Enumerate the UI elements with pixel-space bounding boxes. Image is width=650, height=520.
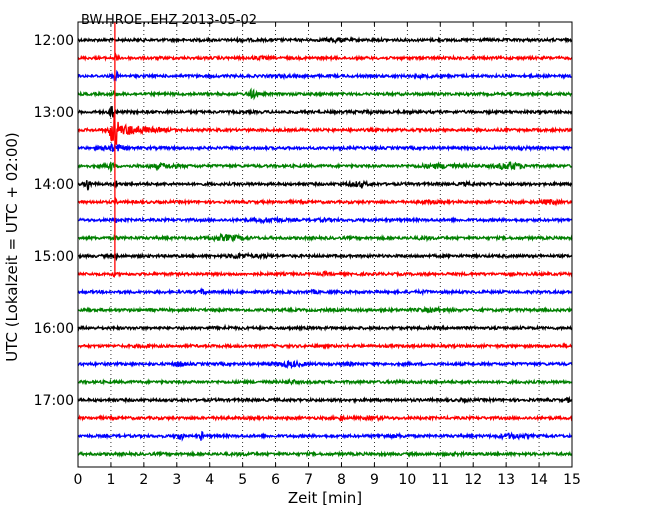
x-tick-label: 8 (337, 472, 346, 488)
trace-line-1200 (77, 35, 573, 45)
trace-line-1500 (77, 251, 573, 262)
x-tick-label: 7 (304, 472, 313, 488)
trace-line-1515 (77, 270, 573, 279)
y-tick-label: 12:00 (34, 33, 74, 49)
y-tick-label: 16:00 (34, 321, 74, 337)
trace-line-1545 (77, 305, 573, 315)
x-tick-label: 15 (563, 472, 581, 488)
x-tick-label: 0 (74, 472, 83, 488)
trace-line-1400 (77, 179, 573, 191)
trace-line-1600 (77, 323, 573, 332)
trace-line-1330 (77, 142, 573, 153)
trace-line-1615 (77, 342, 573, 350)
trace-line-1715 (77, 414, 573, 423)
trace-line-1245 (77, 87, 573, 101)
chart-title: BW.HROE..EHZ 2013-05-02 (81, 13, 257, 28)
x-tick-label: 2 (139, 472, 148, 488)
trace-line-1445 (77, 232, 573, 243)
y-axis-label: UTC (Lokalzeit = UTC + 02:00) (3, 132, 21, 362)
x-tick-label: 14 (530, 472, 548, 488)
x-axis-label: Zeit [min] (288, 489, 362, 507)
trace-line-1630 (77, 359, 573, 370)
x-tick-label: 11 (431, 472, 449, 488)
seismic-traces (77, 22, 573, 459)
trace-line-1430 (77, 215, 573, 225)
trace-line-1530 (77, 287, 573, 297)
trace-line-1415 (77, 196, 573, 207)
trace-line-1300 (77, 105, 573, 119)
plot-area (78, 22, 572, 467)
x-tick-label: 9 (370, 472, 379, 488)
x-tick-label: 1 (106, 472, 115, 488)
x-tick-label: 10 (398, 472, 416, 488)
x-tick-label: 5 (238, 472, 247, 488)
trace-line-1745 (77, 449, 573, 459)
x-tick-label: 6 (271, 472, 280, 488)
trace-line-1315 (77, 113, 573, 145)
plot-border (77, 21, 573, 468)
trace-line-1645 (77, 377, 573, 386)
trace-line-1230 (77, 69, 573, 82)
trace-line-1215 (77, 50, 573, 63)
x-tick-label: 4 (205, 472, 214, 488)
y-tick-label: 14:00 (34, 177, 74, 193)
y-tick-label: 15:00 (34, 249, 74, 265)
x-tick-label: 13 (497, 472, 515, 488)
y-tick-label: 13:00 (34, 105, 74, 121)
trace-line-1730 (77, 430, 573, 442)
x-tick-label: 3 (172, 472, 181, 488)
trace-line-1345 (77, 160, 573, 174)
y-tick-label: 17:00 (34, 393, 74, 409)
trace-line-1700 (77, 395, 573, 405)
x-tick-label: 12 (464, 472, 482, 488)
axes: 0 1 2 3 4 5 6 7 8 9 10 11 12 13 14 1512:0013:0014:0015:… (34, 22, 581, 488)
